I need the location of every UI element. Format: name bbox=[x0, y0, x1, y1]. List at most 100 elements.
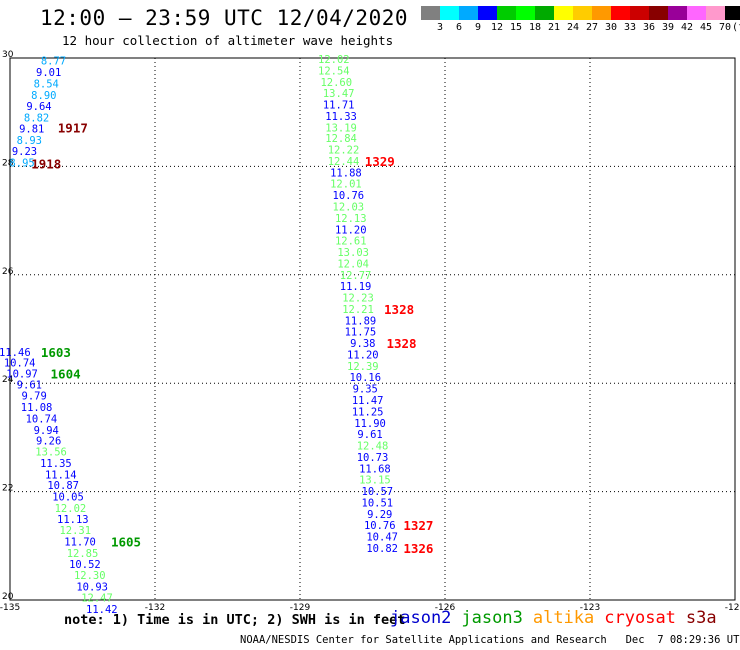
wave-height-value: 11.13 bbox=[57, 514, 89, 526]
pass-time-label: 1326 bbox=[403, 541, 433, 556]
wave-height-value: 9.35 bbox=[353, 384, 378, 396]
wave-height-value: 11.42 bbox=[86, 604, 118, 616]
legend-swatch bbox=[440, 6, 459, 20]
wave-height-value: 9.94 bbox=[34, 425, 59, 437]
legend-label: 30 bbox=[604, 22, 618, 33]
wave-height-value: 12.04 bbox=[337, 258, 369, 270]
legend-swatch bbox=[649, 6, 668, 20]
pass-time-label: 1604 bbox=[51, 366, 81, 381]
wave-height-value: 9.61 bbox=[17, 379, 42, 391]
wave-height-value: 11.75 bbox=[345, 327, 377, 339]
legend-swatch bbox=[516, 6, 535, 20]
legend-swatch bbox=[706, 6, 725, 20]
legend-swatch bbox=[459, 6, 478, 20]
wave-height-value: 9.38 bbox=[350, 338, 375, 350]
wave-height-value: 12.85 bbox=[67, 548, 99, 560]
wave-height-value: 9.01 bbox=[36, 67, 61, 79]
wave-height-value: 10.97 bbox=[6, 368, 38, 380]
wave-height-value: 11.14 bbox=[45, 469, 77, 481]
wave-height-value: 12.61 bbox=[335, 236, 367, 248]
legend-label: 33 bbox=[623, 22, 637, 33]
wave-height-value: 11.19 bbox=[340, 281, 372, 293]
legend-label: 9 bbox=[474, 22, 482, 33]
wave-height-value: 8.54 bbox=[34, 78, 59, 90]
wave-height-value: 12.47 bbox=[81, 592, 113, 604]
wave-height-value: 11.71 bbox=[323, 100, 355, 112]
wave-height-value: 10.74 bbox=[4, 358, 36, 370]
wave-height-value: 13.47 bbox=[323, 88, 355, 100]
wave-height-value: 11.47 bbox=[352, 395, 384, 407]
legend-label: 39 bbox=[661, 22, 675, 33]
chart-title: 12:00 – 23:59 UTC 12/04/2020 bbox=[40, 6, 409, 30]
wave-height-value: 10.76 bbox=[333, 190, 365, 202]
wave-height-value: 8.93 bbox=[17, 135, 42, 147]
legend-swatch bbox=[668, 6, 687, 20]
wave-height-value: 12.01 bbox=[330, 179, 362, 191]
map-frame bbox=[9, 57, 736, 601]
wave-height-value: 12.22 bbox=[328, 145, 360, 157]
wave-height-value: 10.51 bbox=[362, 497, 394, 509]
legend-label: 21 bbox=[547, 22, 561, 33]
lon-tick-label: -135 bbox=[0, 603, 20, 613]
wave-height-value: 13.03 bbox=[337, 247, 369, 259]
wave-height-value: 11.35 bbox=[40, 458, 72, 470]
wave-height-value: 12.03 bbox=[333, 202, 365, 214]
wave-height-value: 10.74 bbox=[26, 413, 58, 425]
legend-swatch bbox=[573, 6, 592, 20]
credit-line: NOAA/NESDIS Center for Satellite Applica… bbox=[240, 634, 740, 646]
lat-tick-label: 24 bbox=[2, 375, 14, 385]
wave-height-value: 13.56 bbox=[35, 446, 67, 458]
pass-time-label: 1605 bbox=[111, 534, 141, 549]
lat-tick-label: 30 bbox=[2, 50, 14, 60]
lat-tick-label: 28 bbox=[2, 158, 14, 168]
legend-label: 15 bbox=[509, 22, 523, 33]
wave-height-value: 12.84 bbox=[325, 133, 357, 145]
wave-height-value: 11.20 bbox=[347, 349, 379, 361]
pass-time-label: 1918 bbox=[31, 157, 61, 172]
wave-height-value: 12.54 bbox=[318, 65, 350, 77]
wave-height-value: 10.93 bbox=[76, 581, 108, 593]
wave-height-value: 10.52 bbox=[69, 559, 101, 571]
wave-height-value: 11.89 bbox=[345, 315, 377, 327]
legend-swatch bbox=[535, 6, 554, 20]
wave-height-value: 9.29 bbox=[367, 509, 392, 521]
wave-height-value: 10.47 bbox=[366, 532, 398, 544]
lat-tick-label: 26 bbox=[2, 267, 14, 277]
wave-height-value: 11.88 bbox=[330, 167, 362, 179]
wave-height-value: 10.76 bbox=[364, 520, 396, 532]
lon-tick-label: -129 bbox=[290, 603, 311, 613]
wave-height-value: 13.15 bbox=[359, 475, 391, 487]
legend-swatch bbox=[687, 6, 706, 20]
legend-label: 24 bbox=[566, 22, 580, 33]
color-scale-legend bbox=[421, 6, 740, 20]
satellite-legend-item: cryosat bbox=[604, 608, 676, 628]
wave-height-value: 8.82 bbox=[24, 113, 49, 125]
wave-height-value: 11.70 bbox=[64, 536, 96, 548]
legend-swatch bbox=[592, 6, 611, 20]
legend-label: 6 bbox=[455, 22, 463, 33]
pass-time-label: 1917 bbox=[58, 120, 88, 135]
satellite-legend-item: jason3 bbox=[461, 608, 523, 628]
lon-tick-label: -120 bbox=[725, 603, 740, 613]
wave-height-value: 12.23 bbox=[342, 293, 374, 305]
legend-label: (ft) bbox=[731, 22, 740, 33]
wave-height-value: 12.21 bbox=[342, 304, 374, 316]
wave-height-value: 13.19 bbox=[325, 122, 357, 134]
satellite-legend-item: altika bbox=[532, 608, 595, 628]
wave-height-value: 10.57 bbox=[362, 486, 394, 498]
chart-subtitle: 12 hour collection of altimeter wave hei… bbox=[62, 33, 394, 48]
pass-time-label: 1329 bbox=[365, 154, 395, 169]
legend-swatch bbox=[611, 6, 630, 20]
legend-swatch bbox=[478, 6, 497, 20]
wave-height-value: 8.77 bbox=[41, 56, 66, 68]
legend-swatch bbox=[725, 6, 740, 20]
wave-height-value: 11.46 bbox=[0, 347, 31, 359]
wave-height-value: 9.61 bbox=[357, 429, 382, 441]
wave-height-value: 12.31 bbox=[59, 525, 91, 537]
pass-time-label: 1603 bbox=[41, 345, 71, 360]
wave-height-value: 8.90 bbox=[31, 90, 56, 102]
wave-height-value: 12.02 bbox=[55, 503, 87, 515]
wave-height-value: 12.39 bbox=[347, 361, 379, 373]
lat-tick-label: 22 bbox=[2, 484, 13, 494]
